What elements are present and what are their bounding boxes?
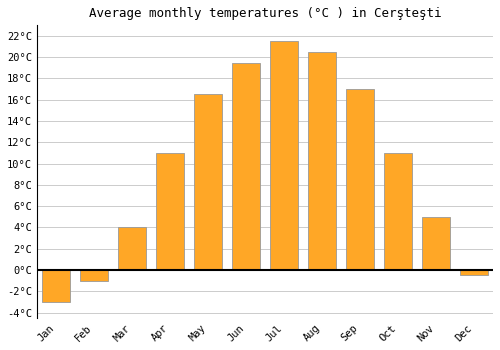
Bar (422, 217, 450, 270)
Bar (42, 270, 70, 302)
Bar (194, 94, 222, 270)
Bar (460, 270, 488, 275)
Title: Average monthly temperatures (°C ) in Cerşteşti: Average monthly temperatures (°C ) in Ce… (88, 7, 441, 20)
Bar (346, 89, 374, 270)
Bar (156, 153, 184, 270)
Bar (232, 63, 260, 270)
Bar (118, 228, 146, 270)
Bar (384, 153, 412, 270)
Bar (80, 270, 108, 281)
Bar (270, 41, 298, 270)
Bar (308, 52, 336, 270)
